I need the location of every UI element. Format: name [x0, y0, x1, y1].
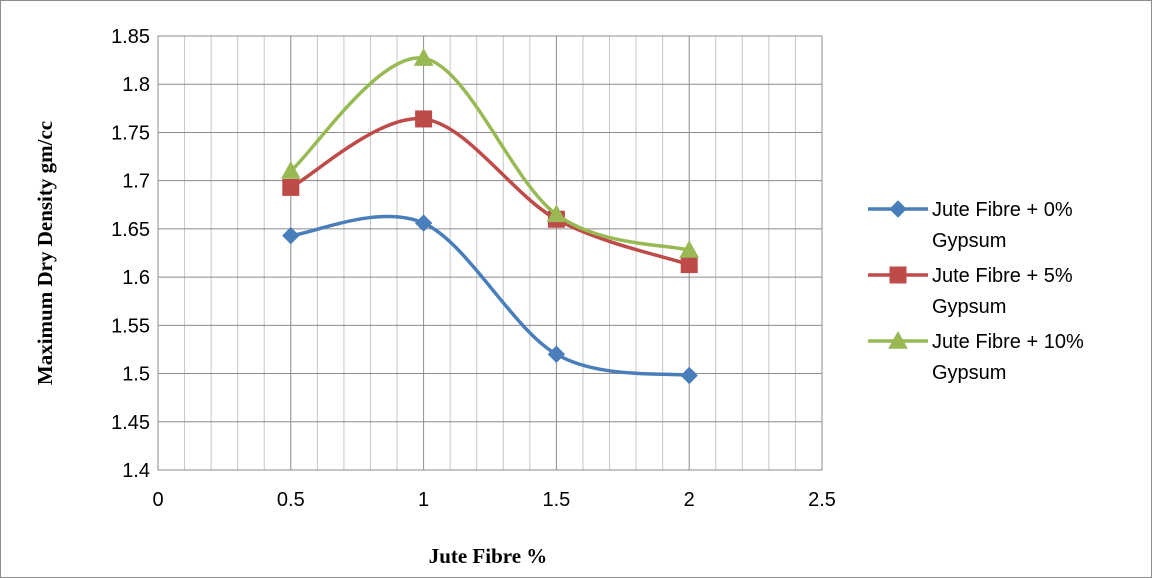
y-axis-title: Maximum Dry Density gm/cc: [33, 121, 57, 385]
legend-label: Gypsum: [932, 362, 1006, 384]
y-tick-label: 1.55: [111, 315, 150, 337]
square-marker: [416, 111, 432, 127]
x-tick-label: 2: [684, 489, 695, 511]
square-marker: [890, 267, 906, 283]
legend-entry-1: Jute Fibre + 0% Gypsum: [868, 199, 1073, 252]
legend-label: Jute Fibre + 5%: [932, 265, 1073, 287]
legend-label: Jute Fibre + 10%: [932, 331, 1084, 353]
y-tick-label: 1.65: [111, 219, 150, 241]
x-tick-label: 0: [152, 489, 163, 511]
y-tick-label: 1.45: [111, 412, 150, 434]
legend-label: Gypsum: [932, 296, 1006, 318]
grid: [158, 36, 822, 470]
legend-entry-2: Jute Fibre + 5% Gypsum: [868, 265, 1073, 318]
x-tick-label: 1: [418, 489, 429, 511]
square-marker: [283, 179, 299, 195]
y-tick-label: 1.8: [122, 74, 150, 96]
legend-label: Gypsum: [932, 230, 1006, 252]
square-marker: [681, 257, 697, 273]
diamond-marker: [890, 201, 906, 217]
legend-label: Jute Fibre + 0%: [932, 199, 1073, 221]
legend-entry-3: Jute Fibre + 10% Gypsum: [868, 331, 1084, 384]
y-tick-label: 1.75: [111, 122, 150, 144]
y-tick-label: 1.4: [122, 460, 150, 482]
y-tick-label: 1.7: [122, 171, 150, 193]
legend: Jute Fibre + 0% Gypsum Jute Fibre + 5% Gyps…: [868, 199, 1084, 384]
x-tick-label: 2.5: [808, 489, 836, 511]
y-tick-label: 1.6: [122, 267, 150, 289]
x-axis-title: Jute Fibre %: [429, 544, 548, 568]
x-tick-label: 0.5: [277, 489, 305, 511]
plot-area: [158, 36, 822, 470]
x-tick-label: 1.5: [542, 489, 570, 511]
y-tick-label: 1.5: [122, 364, 150, 386]
y-tick-label: 1.85: [111, 26, 150, 48]
